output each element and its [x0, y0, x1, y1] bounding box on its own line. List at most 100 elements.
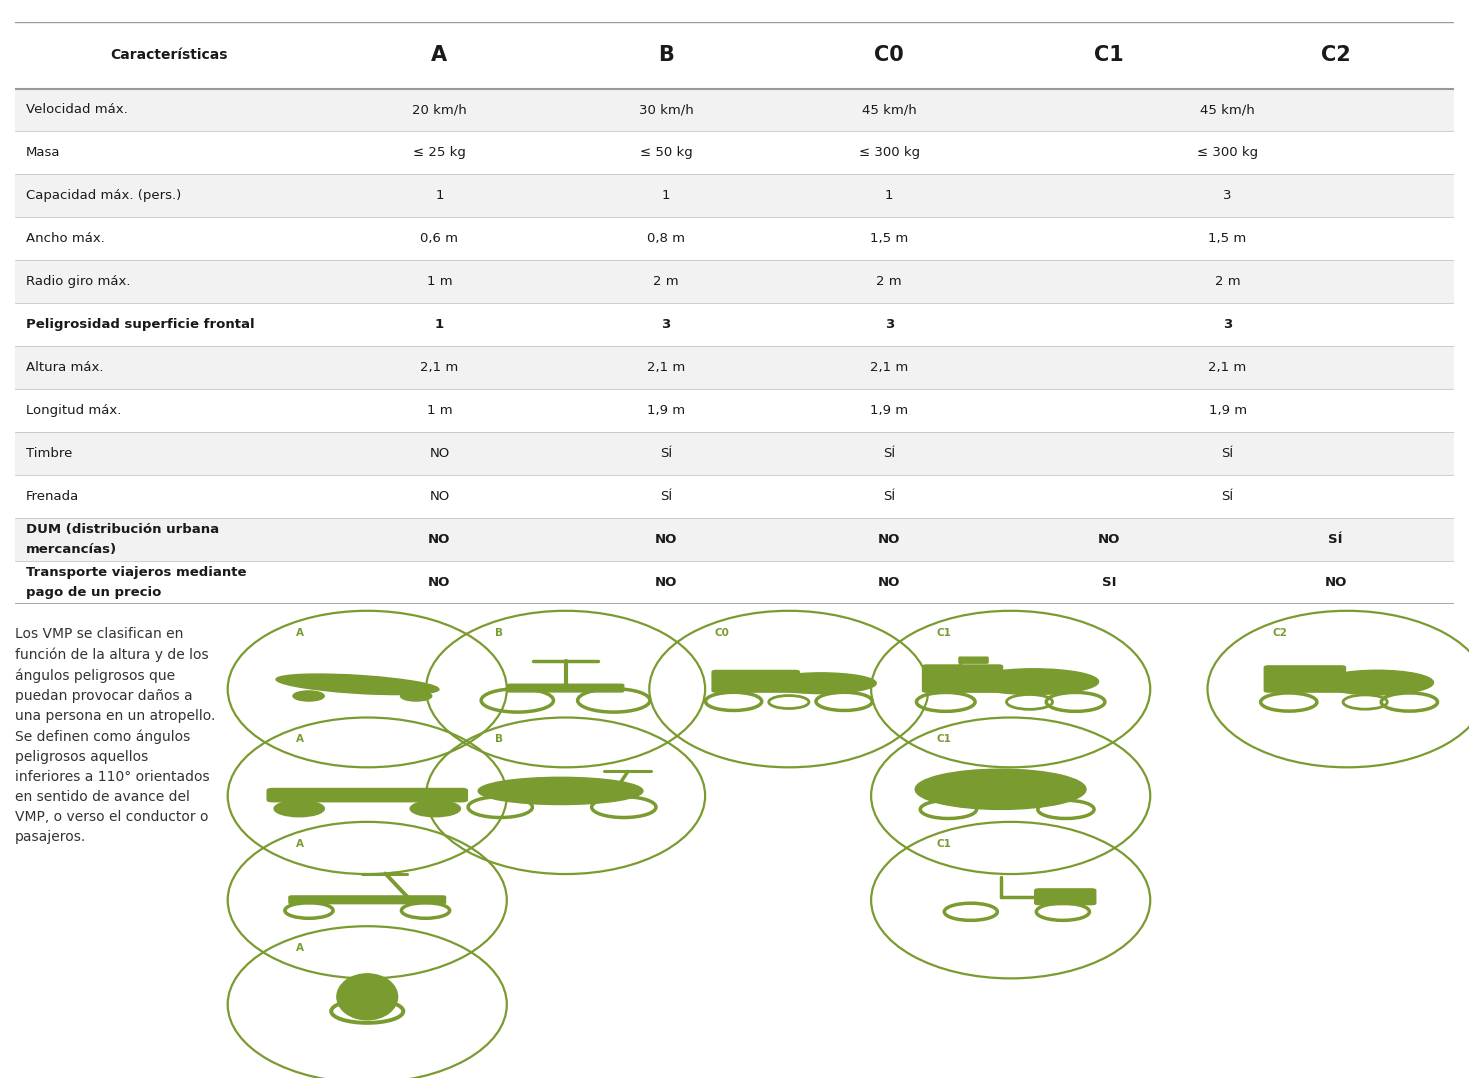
FancyBboxPatch shape	[15, 132, 1454, 175]
Text: Longitud máx.: Longitud máx.	[26, 404, 122, 417]
Text: 1 m: 1 m	[426, 275, 452, 288]
Text: SÍ: SÍ	[883, 447, 895, 460]
Text: 1,9 m: 1,9 m	[1209, 404, 1247, 417]
Text: 2,1 m: 2,1 m	[646, 361, 685, 374]
FancyBboxPatch shape	[923, 665, 1002, 692]
Text: 20 km/h: 20 km/h	[411, 103, 467, 116]
Text: 2,1 m: 2,1 m	[420, 361, 458, 374]
Text: Los VMP se clasifican en
función de la altura y de los
ángulos peligrosos que
pu: Los VMP se clasifican en función de la a…	[15, 627, 214, 844]
Text: NO: NO	[427, 533, 451, 545]
Text: 1: 1	[435, 190, 444, 203]
Text: C1: C1	[936, 734, 950, 745]
FancyBboxPatch shape	[15, 432, 1454, 475]
Ellipse shape	[1321, 671, 1434, 695]
Text: 45 km/h: 45 km/h	[1200, 103, 1255, 116]
Text: C1: C1	[936, 839, 950, 848]
Text: B: B	[495, 734, 502, 745]
Text: Radio giro máx.: Radio giro máx.	[26, 275, 131, 288]
Ellipse shape	[276, 674, 439, 694]
Text: 1,5 m: 1,5 m	[870, 232, 908, 246]
Text: 2,1 m: 2,1 m	[870, 361, 908, 374]
Text: Altura máx.: Altura máx.	[26, 361, 104, 374]
Text: 2 m: 2 m	[1215, 275, 1240, 288]
Text: 0,6 m: 0,6 m	[420, 232, 458, 246]
Text: mercancías): mercancías)	[26, 542, 118, 555]
Text: DUM (distribución urbana: DUM (distribución urbana	[26, 523, 219, 536]
FancyBboxPatch shape	[712, 671, 799, 692]
Text: C2: C2	[1321, 45, 1350, 65]
FancyBboxPatch shape	[15, 88, 1454, 132]
FancyBboxPatch shape	[15, 175, 1454, 218]
Text: 1,9 m: 1,9 m	[646, 404, 685, 417]
Text: A: A	[297, 839, 304, 848]
Text: 1,9 m: 1,9 m	[870, 404, 908, 417]
Text: B: B	[658, 45, 674, 65]
Text: NO: NO	[655, 533, 677, 545]
Text: 1: 1	[435, 318, 444, 331]
Circle shape	[292, 691, 325, 701]
FancyBboxPatch shape	[15, 346, 1454, 389]
Text: C0: C0	[714, 627, 729, 638]
FancyBboxPatch shape	[1265, 666, 1346, 692]
Text: SÍ: SÍ	[1328, 533, 1343, 545]
Text: 3: 3	[1224, 318, 1232, 331]
Text: NO: NO	[878, 576, 900, 589]
FancyBboxPatch shape	[1034, 889, 1096, 904]
FancyBboxPatch shape	[959, 658, 989, 663]
Circle shape	[401, 691, 432, 701]
FancyBboxPatch shape	[15, 389, 1454, 432]
Text: B: B	[495, 627, 502, 638]
Text: ≤ 25 kg: ≤ 25 kg	[413, 147, 466, 160]
FancyBboxPatch shape	[267, 788, 467, 802]
FancyBboxPatch shape	[15, 475, 1454, 517]
FancyBboxPatch shape	[1275, 669, 1334, 685]
Text: A: A	[297, 627, 304, 638]
Text: Capacidad máx. (pers.): Capacidad máx. (pers.)	[26, 190, 182, 203]
FancyBboxPatch shape	[15, 260, 1454, 303]
Text: 1: 1	[663, 190, 670, 203]
Text: 45 km/h: 45 km/h	[862, 103, 917, 116]
Ellipse shape	[968, 668, 1099, 694]
Text: ≤ 300 kg: ≤ 300 kg	[859, 147, 920, 160]
Text: pago de un precio: pago de un precio	[26, 585, 162, 598]
Text: 1: 1	[884, 190, 893, 203]
Ellipse shape	[477, 777, 643, 804]
Text: C1: C1	[1094, 45, 1124, 65]
FancyBboxPatch shape	[15, 303, 1454, 346]
Text: NO: NO	[1325, 576, 1347, 589]
Ellipse shape	[336, 973, 398, 1020]
Text: 3: 3	[884, 318, 893, 331]
Text: SÍ: SÍ	[1222, 447, 1234, 460]
Text: Timbre: Timbre	[26, 447, 72, 460]
Text: 3: 3	[661, 318, 671, 331]
Text: NO: NO	[878, 533, 900, 545]
Text: Características: Características	[110, 49, 228, 63]
FancyBboxPatch shape	[15, 218, 1454, 260]
Text: 0,8 m: 0,8 m	[648, 232, 685, 246]
Text: Ancho máx.: Ancho máx.	[26, 232, 106, 246]
Text: Masa: Masa	[26, 147, 60, 160]
Text: NO: NO	[427, 576, 451, 589]
Ellipse shape	[765, 673, 877, 693]
Text: C1: C1	[936, 627, 950, 638]
Text: 30 km/h: 30 km/h	[639, 103, 693, 116]
FancyBboxPatch shape	[289, 896, 445, 903]
Text: SÍ: SÍ	[1222, 489, 1234, 502]
Text: 1 m: 1 m	[426, 404, 452, 417]
Text: Velocidad máx.: Velocidad máx.	[26, 103, 128, 116]
Text: C2: C2	[1272, 627, 1287, 638]
Text: 2 m: 2 m	[654, 275, 679, 288]
Text: Frenada: Frenada	[26, 489, 79, 502]
Text: Peligrosidad superficie frontal: Peligrosidad superficie frontal	[26, 318, 254, 331]
Text: SI: SI	[1102, 576, 1116, 589]
FancyBboxPatch shape	[15, 561, 1454, 604]
Text: NO: NO	[429, 489, 450, 502]
Text: 2 m: 2 m	[877, 275, 902, 288]
Text: NO: NO	[655, 576, 677, 589]
Circle shape	[275, 801, 325, 817]
Text: Transporte viajeros mediante: Transporte viajeros mediante	[26, 566, 247, 579]
Text: SÍ: SÍ	[660, 489, 673, 502]
Text: ≤ 50 kg: ≤ 50 kg	[639, 147, 692, 160]
FancyBboxPatch shape	[507, 685, 624, 692]
Text: NO: NO	[1097, 533, 1119, 545]
